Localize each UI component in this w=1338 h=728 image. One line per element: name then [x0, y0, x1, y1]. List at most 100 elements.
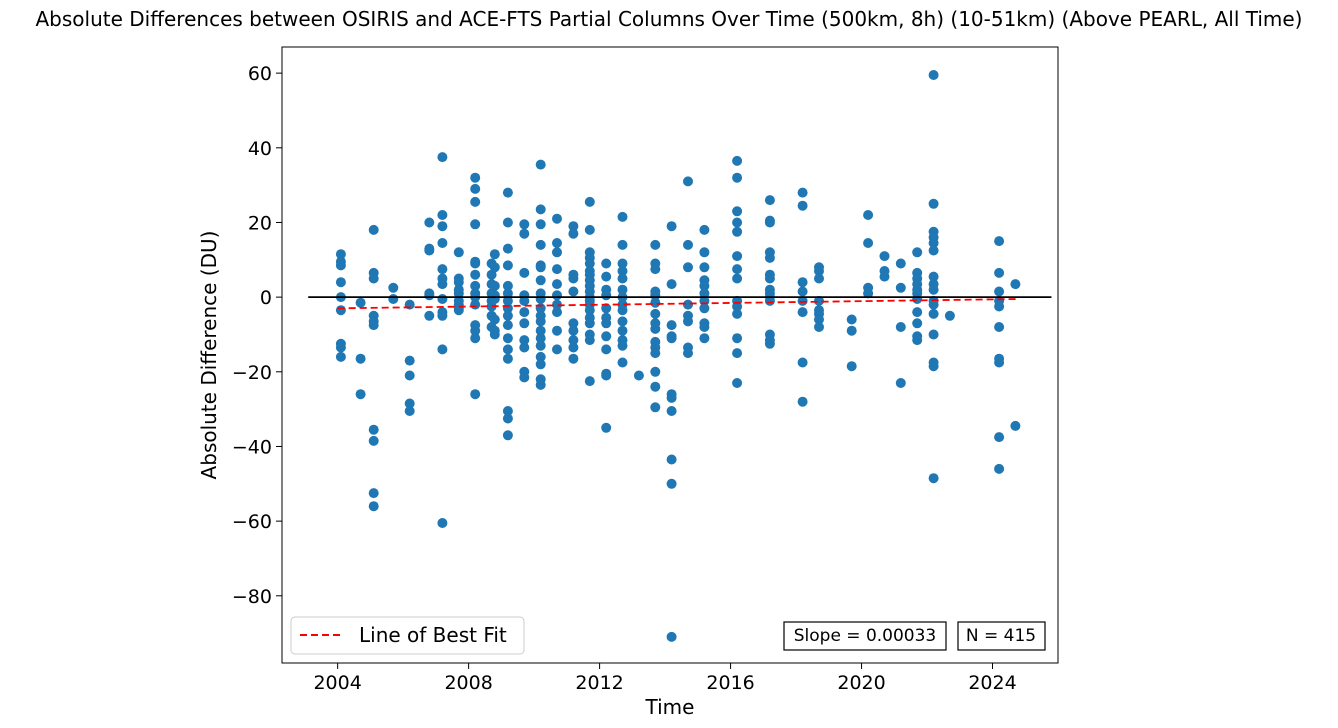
data-point: [437, 221, 448, 232]
y-tick-label: −80: [232, 586, 272, 608]
data-point: [650, 381, 661, 392]
data-point: [683, 239, 693, 250]
data-point: [764, 295, 775, 306]
data-point: [928, 245, 939, 256]
data-point: [568, 221, 579, 232]
data-point: [489, 249, 500, 260]
data-point: [895, 322, 906, 332]
data-point: [535, 340, 546, 351]
data-point: [699, 224, 710, 235]
data-point: [814, 322, 824, 332]
y-tick-label: 0: [260, 287, 272, 309]
data-point: [797, 277, 808, 288]
data-point: [617, 284, 628, 295]
data-point: [699, 333, 710, 344]
data-point: [489, 294, 500, 304]
data-point: [584, 196, 595, 207]
data-point: [437, 518, 448, 528]
data-point: [437, 238, 448, 248]
legend: Line of Best Fit: [290, 616, 525, 655]
data-point: [994, 322, 1005, 332]
data-point: [764, 217, 775, 228]
data-point: [895, 378, 906, 388]
slope-box: [783, 621, 947, 651]
data-point: [797, 357, 808, 368]
data-point: [666, 279, 677, 290]
data-point: [335, 249, 346, 260]
data-point: [764, 195, 775, 206]
data-point: [666, 320, 677, 331]
data-point: [912, 335, 923, 346]
data-point: [470, 269, 481, 280]
data-point: [732, 301, 743, 312]
data-point: [797, 396, 808, 407]
data-point: [732, 273, 743, 284]
data-point: [470, 325, 481, 336]
data-point: [519, 318, 530, 329]
data-point: [666, 221, 677, 232]
data-point: [797, 187, 808, 198]
data-point: [617, 211, 628, 222]
data-point: [368, 424, 379, 435]
x-tick-label: 2020: [837, 672, 885, 694]
data-point: [601, 370, 612, 381]
data-point: [699, 288, 710, 299]
data-point: [994, 286, 1005, 297]
data-point: [617, 340, 628, 351]
data-point: [535, 159, 546, 170]
data-point: [470, 196, 481, 207]
data-point: [683, 262, 693, 273]
data-point: [502, 280, 513, 291]
data-point: [584, 258, 595, 269]
data-point: [764, 338, 775, 349]
data-point: [601, 318, 612, 329]
data-point: [601, 344, 612, 355]
data-point: [535, 359, 546, 370]
data-point: [552, 344, 562, 355]
data-point: [568, 342, 579, 353]
data-point: [535, 351, 546, 362]
data-point: [568, 286, 579, 297]
data-point: [470, 219, 481, 230]
data-point: [519, 228, 530, 239]
data-point: [846, 325, 857, 336]
data-point: [535, 262, 546, 273]
data-point: [584, 376, 595, 387]
data-point: [814, 266, 824, 276]
data-point: [666, 406, 677, 416]
data-point: [879, 271, 890, 282]
data-point: [666, 478, 677, 489]
data-point: [470, 333, 481, 344]
data-point: [535, 219, 546, 230]
count-annotation: N = 415: [957, 621, 1046, 651]
data-point: [453, 247, 464, 258]
data-point: [928, 284, 939, 295]
data-point: [388, 282, 399, 293]
data-point: [519, 267, 530, 278]
data-point: [552, 307, 562, 318]
data-point: [424, 245, 435, 256]
data-point: [797, 286, 808, 297]
data-point: [683, 299, 693, 310]
data-point: [650, 239, 661, 250]
plot-marks: [308, 70, 1052, 642]
data-point: [355, 353, 366, 364]
data-point: [846, 314, 857, 325]
data-point: [617, 316, 628, 327]
data-point: [502, 413, 513, 424]
data-point: [453, 288, 464, 299]
data-point: [535, 333, 546, 344]
axis-ticks: 2004 2008 2012 2016 2020 2024 −80 −60 −40 −20 0 20 4…: [232, 63, 1017, 694]
data-point: [368, 224, 379, 235]
data-point: [928, 70, 939, 80]
data-point: [404, 355, 415, 366]
y-tick-label: 20: [248, 212, 272, 234]
data-point: [502, 187, 513, 198]
best-fit-line: [337, 298, 1019, 310]
data-point: [928, 238, 939, 248]
data-point: [535, 204, 546, 215]
data-point: [797, 295, 808, 306]
data-point: [928, 329, 939, 340]
data-point: [552, 213, 562, 224]
data-point: [453, 305, 464, 316]
